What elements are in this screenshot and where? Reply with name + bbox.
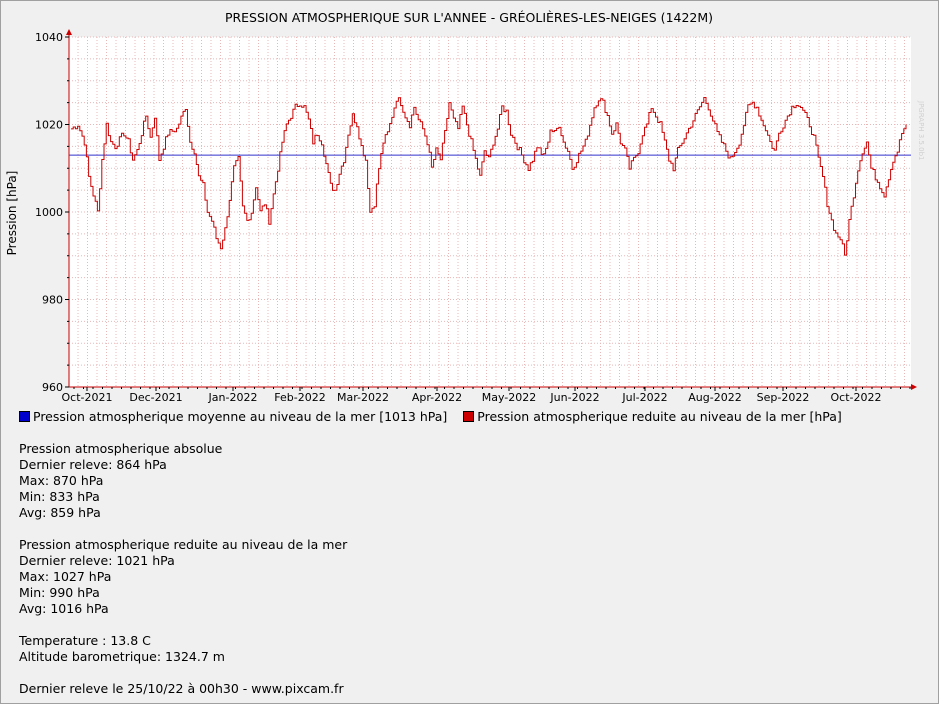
stats-absolue-dernier: Dernier releve: 864 hPa bbox=[19, 457, 167, 472]
x-tick-label: Oct-2021 bbox=[62, 391, 113, 403]
x-tick-label: Jan-2022 bbox=[208, 391, 258, 403]
stats-reduite-avg: Avg: 1016 hPa bbox=[19, 601, 109, 616]
x-tick-label: Apr-2022 bbox=[412, 391, 462, 403]
x-tick-label: Dec-2021 bbox=[129, 391, 182, 403]
y-tick-label: 1040 bbox=[35, 31, 63, 44]
stats-absolue-max: Max: 870 hPa bbox=[19, 473, 104, 488]
legend: Pression atmospherique moyenne au niveau… bbox=[19, 409, 854, 424]
y-tick-label: 960 bbox=[42, 381, 63, 394]
legend-item-mean: Pression atmospherique moyenne au niveau… bbox=[19, 409, 447, 424]
chart-area: PRESSION ATMOSPHERIQUE SUR L'ANNEE - GRÉ… bbox=[5, 10, 917, 403]
stats-temperature: Temperature : 13.8 C bbox=[19, 633, 151, 648]
x-tick-label: Feb-2022 bbox=[274, 391, 325, 403]
legend-label-reduced: Pression atmospherique reduite au niveau… bbox=[477, 409, 842, 424]
x-tick-label: Mar-2022 bbox=[337, 391, 389, 403]
stats-panel: Pression atmospherique absolue Dernier r… bbox=[19, 441, 347, 697]
stats-reduite-min: Min: 990 hPa bbox=[19, 585, 100, 600]
x-tick-label: May-2022 bbox=[482, 391, 537, 403]
y-axis-ticks: 960 980 1000 1020 1040 bbox=[35, 31, 69, 394]
legend-swatch-mean bbox=[19, 411, 30, 422]
x-tick-label: Aug-2022 bbox=[688, 391, 741, 403]
legend-label-mean: Pression atmospherique moyenne au niveau… bbox=[33, 409, 448, 424]
grid-lines bbox=[69, 36, 911, 387]
x-tick-label: Oct-2022 bbox=[831, 391, 882, 403]
stats-absolue-avg: Avg: 859 hPa bbox=[19, 505, 101, 520]
stats-altitude: Altitude barometrique: 1324.7 m bbox=[19, 649, 225, 664]
chart-title: PRESSION ATMOSPHERIQUE SUR L'ANNEE - GRÉ… bbox=[225, 10, 713, 25]
y-tick-label: 1020 bbox=[35, 119, 63, 132]
x-tick-label: Jun-2022 bbox=[549, 391, 599, 403]
y-axis-label: Pression [hPa] bbox=[5, 171, 19, 256]
stats-absolue-min: Min: 833 hPa bbox=[19, 489, 100, 504]
y-tick-label: 1000 bbox=[35, 206, 63, 219]
axes bbox=[66, 29, 917, 390]
legend-item-reduced: Pression atmospherique reduite au niveau… bbox=[463, 409, 842, 424]
watermark: JPGRAPH 3.5.0b1 bbox=[917, 101, 925, 161]
x-axis-ticks: Oct-2021 Dec-2021 Jan-2022 Feb-2022 Mar-2022… bbox=[62, 387, 911, 403]
stats-reduite-max: Max: 1027 hPa bbox=[19, 569, 112, 584]
legend-swatch-reduced bbox=[463, 411, 475, 422]
stats-reduite-title: Pression atmospherique reduite au niveau… bbox=[19, 537, 348, 552]
series-reduced-pressure-line bbox=[71, 97, 907, 256]
stats-footer: Dernier releve le 25/10/22 à 00h30 - www… bbox=[19, 681, 344, 696]
x-axis-arrow bbox=[911, 384, 917, 390]
y-tick-label: 980 bbox=[42, 294, 63, 307]
stats-absolue-title: Pression atmospherique absolue bbox=[19, 441, 223, 456]
x-tick-label: Sep-2022 bbox=[757, 391, 810, 403]
y-axis-arrow bbox=[66, 29, 72, 35]
x-tick-label: Jul-2022 bbox=[621, 391, 667, 403]
stats-reduite-dernier: Dernier releve: 1021 hPa bbox=[19, 553, 175, 568]
